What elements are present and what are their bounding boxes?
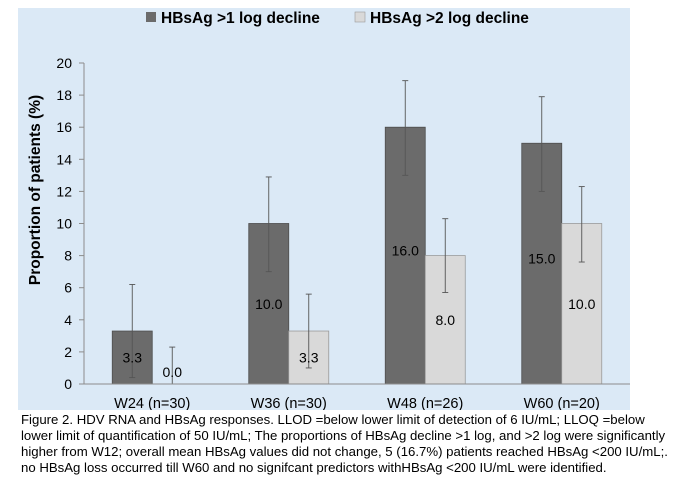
y-tick-label: 0 <box>64 376 72 392</box>
value-labels: 3.3 0.0 10.0 3.3 16.0 8.0 15.0 10.0 <box>123 243 596 380</box>
error-bars <box>129 80 585 385</box>
y-tick-label: 10 <box>56 216 72 232</box>
y-tick-label: 8 <box>64 248 72 264</box>
data-label-series-1: 3.3 <box>123 350 143 366</box>
legend-swatch-series-2 <box>354 11 366 23</box>
x-axis-tick-labels: W24 (n=30) W36 (n=30) W48 (n=26) W60 (n=20) <box>114 396 600 410</box>
legend-swatch-series-1 <box>146 12 156 22</box>
y-axis-label: Proportion of patients (%) <box>27 95 44 285</box>
y-tick-label: 14 <box>56 151 72 167</box>
legend: HBsAg >1 log decline HBsAg >2 log declin… <box>146 10 529 27</box>
data-label-series-1: 16.0 <box>392 243 419 259</box>
legend-label-series-1: HBsAg >1 log decline <box>161 10 320 27</box>
chart: HBsAg >1 log decline HBsAg >2 log declin… <box>18 8 630 410</box>
data-label-series-2: 8.0 <box>436 312 456 328</box>
data-label-series-1: 10.0 <box>255 296 282 312</box>
legend-label-series-2: HBsAg >2 log decline <box>370 10 529 27</box>
data-label-series-1: 15.0 <box>528 251 555 267</box>
x-tick-label: W48 (n=26) <box>387 396 463 410</box>
y-tick-label: 12 <box>56 183 72 199</box>
y-tick-label: 16 <box>56 119 72 135</box>
y-axis-ticks: 0 2 4 6 8 10 12 14 16 18 20 <box>56 55 84 392</box>
y-tick-label: 2 <box>64 344 72 360</box>
y-tick-label: 20 <box>56 55 72 71</box>
data-label-series-2: 3.3 <box>299 350 319 366</box>
figure-caption: Figure 2. HDV RNA and HBsAg responses. L… <box>21 412 668 475</box>
x-tick-label: W24 (n=30) <box>114 396 190 410</box>
data-label-series-2: 10.0 <box>568 296 595 312</box>
y-tick-label: 4 <box>64 312 72 328</box>
y-tick-label: 6 <box>64 280 72 296</box>
x-tick-label: W36 (n=30) <box>251 396 327 410</box>
data-label-series-2: 0.0 <box>163 364 183 380</box>
x-tick-label: W60 (n=20) <box>524 396 600 410</box>
y-tick-label: 18 <box>56 87 72 103</box>
